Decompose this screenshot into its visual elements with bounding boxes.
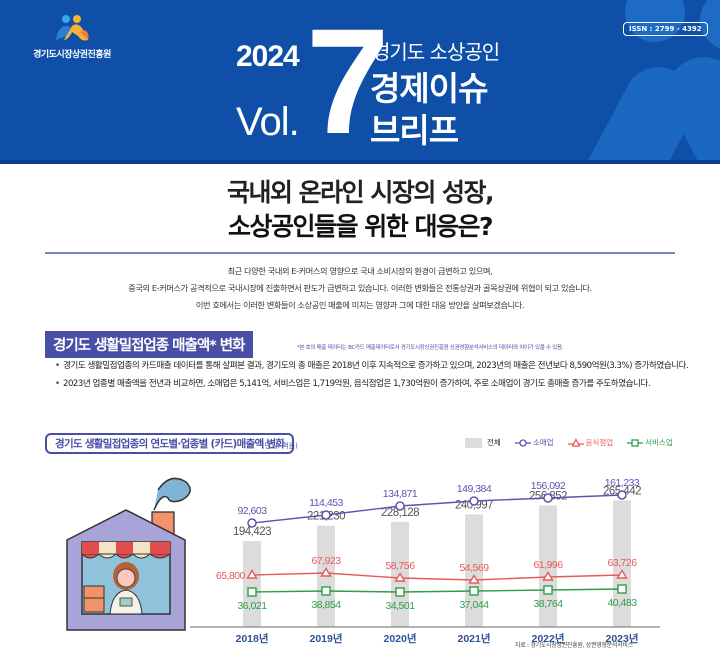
circle-marker-icon — [617, 490, 627, 500]
x-tick-label: 2023년 — [605, 632, 638, 645]
intro-line: 중국의 E-커머스가 공격적으로 국내시장에 진출하면서 판도가 급변하고 있습… — [128, 283, 592, 293]
square-marker-icon — [395, 587, 405, 597]
total-bar — [539, 505, 557, 627]
series-line — [251, 494, 623, 524]
x-tick-label: 2022년 — [531, 632, 564, 645]
bullet-list: 경기도 생활밀접업종의 카드매출 데이터를 통해 살펴본 결과, 경기도의 총 … — [55, 359, 695, 395]
x-tick-label: 2019년 — [309, 632, 342, 645]
bullet-item: 2023년 업종별 매출액을 전년과 비교하면, 소매업은 5,141억, 서비… — [55, 377, 695, 391]
legend-label: 전체 — [487, 438, 501, 447]
publication-subtitle: 경기도 소상공인 — [372, 40, 500, 64]
bullet-item: 경기도 생활밀접업종의 카드매출 데이터를 통해 살펴본 결과, 경기도의 총 … — [55, 359, 695, 373]
square-marker-icon — [321, 586, 331, 596]
banner-bottom-border — [0, 160, 720, 164]
org-logo: 경기도시장상권진흥원 — [22, 14, 122, 60]
title-line-2: 소상공인들을 위한 대응은? — [228, 212, 493, 241]
circle-marker-icon — [514, 438, 531, 447]
series-value-label: 149,384 — [457, 483, 492, 495]
series-value-label: 37,044 — [459, 599, 489, 611]
source-note: 자료 : 경기도시장상권진흥원, 상권영향분석서비스 — [515, 642, 633, 649]
x-tick-label: 2018년 — [235, 632, 268, 645]
triangle-marker-icon — [542, 571, 554, 581]
issn-badge: ISSN : 2799 - 4392 — [623, 22, 708, 36]
legend-label: 음식점업 — [585, 438, 614, 447]
triangle-marker-icon — [394, 572, 406, 582]
circle-marker-icon — [395, 501, 405, 511]
x-tick-label: 2020년 — [383, 632, 416, 645]
intro-paragraph: 최근 다양한 국내외 E-커머스의 영향으로 국내 소비시장의 환경이 급변하고… — [0, 263, 720, 314]
series-value-label: 63,726 — [607, 557, 637, 569]
series-line — [251, 572, 623, 581]
header-banner: 경기도시장상권진흥원 2024 Vol. 7 경기도 소상공인 경제이슈 브리프… — [0, 0, 720, 164]
circle-marker-icon — [469, 496, 479, 506]
triangle-marker-icon — [246, 569, 258, 579]
square-marker-icon — [627, 438, 644, 447]
series-line — [251, 588, 623, 593]
org-name: 경기도시장상권진흥원 — [33, 50, 111, 60]
title-line-1: 국내외 온라인 시장의 성장, — [226, 178, 495, 207]
square-marker-icon — [617, 584, 627, 594]
publication-title-line2: 브리프 — [370, 111, 459, 150]
series-value-label: 92,603 — [237, 505, 267, 517]
legend-item-service: 서비스업 — [627, 437, 673, 448]
triangle-marker-icon — [567, 437, 584, 447]
triangle-marker-icon — [468, 574, 480, 584]
divider — [45, 252, 675, 254]
total-bar — [243, 541, 261, 627]
people-logo-icon — [56, 15, 89, 41]
circle-marker-icon — [321, 510, 331, 520]
series-value-label: 156,092 — [531, 480, 566, 492]
legend-item-total: 전체 — [465, 437, 501, 448]
circle-marker-icon — [543, 493, 553, 503]
square-marker-icon — [543, 585, 553, 595]
sales-chart: 194,423221,230228,128240,997256,852265,4… — [190, 455, 660, 645]
series-value-label: 61,996 — [533, 559, 563, 571]
series-value-label: 134,871 — [383, 488, 418, 500]
legend-item-food: 음식점업 — [567, 437, 614, 448]
chart-canvas: 194,423221,230228,128240,997256,852265,4… — [190, 477, 660, 645]
chart-legend: 전체 소매업 음식점업 서비스업 — [465, 437, 687, 448]
x-tick-label: 2021년 — [457, 632, 490, 645]
total-value-label: 228,128 — [381, 507, 419, 519]
shop-illustration — [66, 477, 191, 631]
total-bar — [613, 500, 631, 627]
total-value-label: 194,423 — [233, 526, 271, 538]
volume-label: Vol. — [236, 100, 300, 144]
series-value-label: 54,569 — [459, 562, 489, 574]
square-marker-icon — [247, 587, 257, 597]
triangle-marker-icon — [320, 567, 332, 577]
publication-title-line1: 경제이슈 — [370, 69, 488, 108]
series-value-label: 67,923 — [311, 555, 341, 567]
bar-swatch-icon — [465, 437, 482, 448]
legend-item-retail: 소매업 — [514, 437, 554, 448]
series-value-label: 34,501 — [385, 600, 415, 612]
intro-line: 최근 다양한 국내외 E-커머스의 영향으로 국내 소비시장의 환경이 급변하고… — [227, 266, 493, 276]
series-value-label: 36,021 — [237, 600, 267, 612]
series-value-label: 40,483 — [607, 597, 637, 609]
intro-line: 이번 호에서는 이러한 변화들이 소상공인 매출에 미치는 영향과 그에 대한 … — [195, 300, 525, 310]
series-value-label: 38,764 — [533, 598, 563, 610]
legend-label: 서비스업 — [645, 438, 673, 447]
circle-marker-icon — [247, 518, 257, 528]
series-value-label: 161,233 — [605, 477, 640, 489]
series-value-label: 114,453 — [309, 497, 343, 509]
section-footnote: *본 호의 매출 데이터는 BC카드 매출데이터로서 경기도시장상권진흥원 상권… — [297, 345, 564, 351]
square-marker-icon — [469, 586, 479, 596]
decorative-circle — [700, 0, 720, 50]
volume-number: 7 — [306, 0, 389, 164]
series-value-label: 65,800 — [216, 570, 246, 582]
issue-year: 2024 — [236, 40, 300, 73]
legend-label: 소매업 — [532, 438, 554, 447]
section-heading: 경기도 생활밀접업종 매출액* 변화 — [45, 331, 253, 358]
triangle-marker-icon — [616, 569, 628, 579]
total-bar — [465, 514, 483, 627]
page-title: 국내외 온라인 시장의 성장, 소상공인들을 위한 대응은? — [0, 176, 720, 244]
chart-title: 경기도 생활밀접업종의 연도별·업종별 (카드)매출액 변화 — [45, 433, 295, 454]
chart-unit: (단위: 억원) — [262, 442, 298, 450]
series-value-label: 58,756 — [385, 560, 415, 572]
series-value-label: 38,854 — [311, 599, 341, 611]
